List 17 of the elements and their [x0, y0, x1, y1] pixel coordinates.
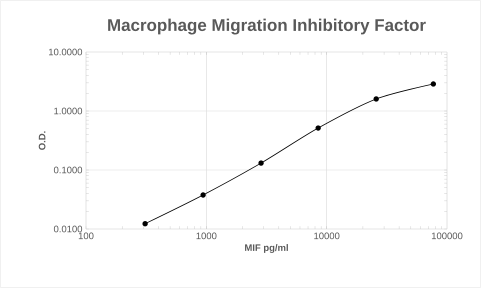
x-axis-title: MIF pg/ml: [245, 244, 288, 253]
point: [200, 192, 206, 198]
y-tick-label: 10.0000: [48, 48, 82, 56]
y-tick-label: 0.1000: [54, 166, 82, 174]
x-tick-label: 10000: [314, 232, 340, 240]
x-tick-label: 100: [78, 232, 94, 240]
point: [315, 125, 321, 131]
x-tick-label: 1000: [196, 232, 216, 240]
point: [142, 221, 148, 226]
y-tick-label: 1.0000: [54, 108, 82, 114]
point: [374, 96, 379, 102]
y-axis-title: O.D.: [38, 131, 46, 150]
x-tick-label: 100000: [432, 232, 462, 240]
point: [258, 160, 264, 166]
point: [430, 81, 436, 87]
chart-title: Macrophage Migration Inhibitory Factor: [108, 18, 426, 35]
y-tick-label: 0.0100: [54, 226, 82, 232]
